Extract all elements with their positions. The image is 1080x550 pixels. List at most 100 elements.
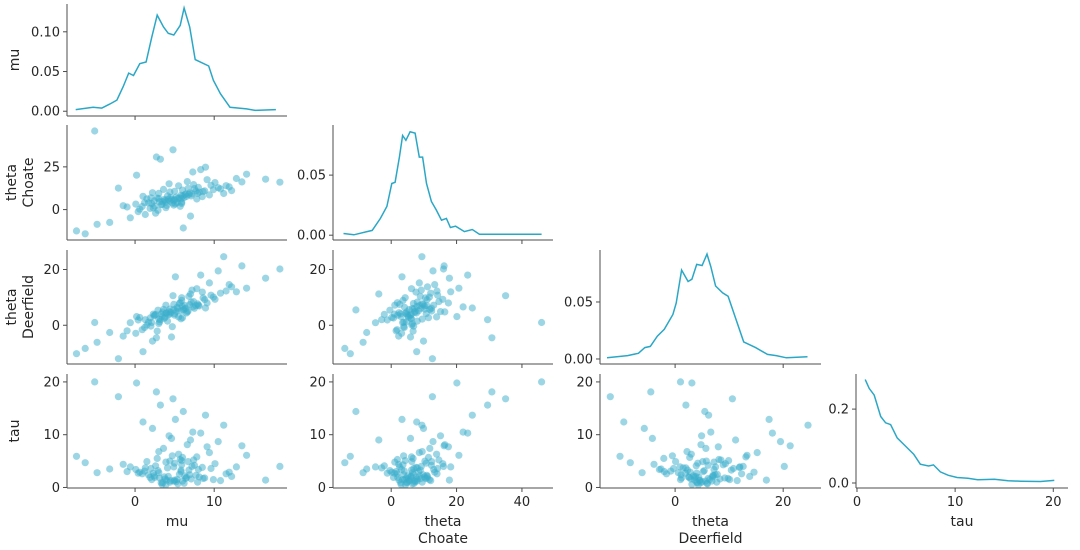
scatter-point — [650, 460, 658, 468]
scatter-point — [171, 273, 179, 281]
scatter-point — [733, 477, 741, 485]
scatter-point — [132, 200, 140, 208]
scatter-point — [396, 300, 404, 308]
scatter-point — [189, 168, 197, 176]
scatter-point — [169, 292, 177, 300]
scatter-point — [171, 311, 179, 319]
scatter-point — [393, 455, 401, 464]
scatter-point — [171, 415, 179, 423]
y-tick-label: 10 — [576, 428, 593, 443]
scatter-point — [72, 452, 81, 460]
scatter-point — [163, 317, 172, 325]
scatter-point — [436, 432, 445, 440]
scatter-point — [424, 314, 433, 322]
scatter-point — [464, 429, 472, 437]
panel-3-2: 0 20 0 10 20 — [576, 374, 821, 510]
scatter-point — [428, 393, 436, 401]
scatter-point — [647, 388, 655, 396]
scatter-point — [371, 319, 380, 327]
scatter-point — [538, 378, 546, 386]
x-tick-label: 20 — [1045, 495, 1062, 510]
scatter-point — [430, 301, 438, 309]
scatter-point — [682, 401, 690, 409]
scatter-point — [91, 378, 99, 386]
scatter-point — [238, 442, 246, 450]
scatter-point — [468, 411, 476, 419]
scatter-point — [262, 476, 270, 484]
scatter-point — [359, 338, 367, 346]
scatter-point — [178, 296, 186, 304]
x-tick-label: 10 — [206, 495, 223, 510]
scatter-point — [363, 328, 371, 337]
scatter-point — [193, 195, 201, 203]
y-axis-label-line: Deerfield — [21, 275, 37, 339]
y-axis-label: thetaChoate — [4, 158, 37, 208]
scatter-point — [214, 438, 222, 446]
scatter-point — [165, 180, 173, 188]
scatter-point — [707, 428, 715, 436]
y-axis-label-line: tau — [7, 420, 23, 443]
scatter-point — [413, 348, 421, 356]
scatter-point — [106, 328, 114, 337]
scatter-point — [804, 421, 812, 429]
scatter-point — [119, 332, 127, 340]
scatter-point — [626, 459, 634, 467]
scatter-point — [155, 194, 163, 203]
scatter-point — [171, 476, 179, 484]
scatter-point — [417, 462, 425, 470]
scatter-point — [768, 429, 777, 437]
scatter-point — [419, 337, 428, 345]
scatter-point — [400, 452, 408, 460]
x-axis-label: theta Deerfield — [679, 514, 743, 547]
scatter-point — [400, 471, 408, 479]
scatter-point — [502, 292, 510, 300]
scatter-point — [147, 194, 155, 202]
scatter-point — [606, 393, 614, 401]
x-axis-label-line: Deerfield — [679, 531, 743, 547]
scatter-point — [455, 284, 463, 292]
scatter-point — [276, 462, 284, 470]
x-axis-label: mu — [166, 514, 189, 530]
scatter-point — [153, 454, 161, 462]
scatter-point — [447, 463, 455, 471]
scatter-point — [406, 476, 414, 484]
y-tick-label: 0.0 — [828, 477, 849, 492]
scatter-point — [453, 313, 461, 321]
scatter-point — [81, 344, 89, 352]
scatter-point — [402, 481, 410, 489]
scatter-point — [398, 415, 406, 423]
kde-line — [606, 251, 808, 359]
y-axis-label: tau — [7, 420, 23, 443]
y-tick-label: 0 — [52, 481, 60, 496]
scatter-point — [114, 355, 122, 363]
scatter-point — [162, 198, 170, 206]
scatter-point — [400, 318, 408, 326]
scatter-point — [468, 304, 476, 312]
scatter-point — [163, 464, 172, 472]
scatter-point — [488, 388, 496, 396]
scatter-point — [147, 322, 155, 330]
scatter-point — [753, 449, 761, 457]
scatter-point — [429, 438, 437, 446]
scatter-point — [406, 434, 415, 442]
panel-3-0: 0 10 0 10 20 — [43, 374, 287, 510]
scatter-point — [194, 301, 202, 309]
scatter-point — [166, 305, 174, 313]
scatter-point — [413, 418, 421, 426]
scatter-point — [222, 287, 230, 295]
scatter-point — [141, 316, 149, 324]
scatter-point — [177, 195, 185, 203]
scatter-point — [93, 220, 101, 228]
scatter-point — [184, 184, 192, 192]
scatter-point — [170, 463, 178, 471]
scatter-point — [686, 453, 694, 461]
scatter-point — [91, 127, 99, 135]
scatter-point — [428, 307, 436, 315]
scatter-point — [178, 302, 187, 310]
x-tick-label: 20 — [775, 495, 792, 510]
scatter-point — [502, 395, 510, 403]
y-tick-label: 0.00 — [564, 352, 593, 367]
x-axis-label-line: theta — [692, 514, 729, 530]
scatter-point — [222, 470, 230, 478]
scatter-point — [672, 458, 680, 466]
